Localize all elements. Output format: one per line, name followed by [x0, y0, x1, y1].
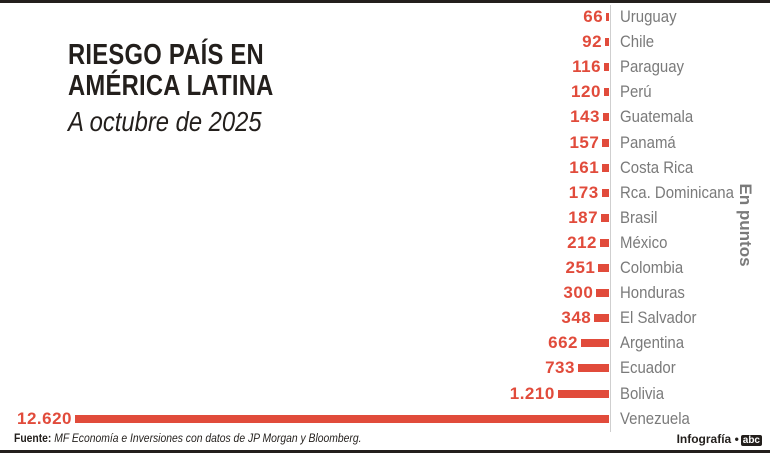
value-label: 187 — [568, 207, 599, 227]
unit-label: En puntos — [736, 183, 755, 267]
value-label: 92 — [582, 32, 603, 52]
bottom-border — [0, 450, 770, 453]
category-label: Argentina — [620, 333, 685, 353]
category-label: Guatemala — [620, 107, 694, 127]
value-label: 143 — [570, 107, 600, 127]
value-label: 12.620 — [17, 408, 72, 428]
value-label: 161 — [569, 157, 600, 177]
top-border — [0, 0, 770, 3]
value-label: 300 — [563, 283, 594, 303]
source-label: Fuente: — [14, 433, 52, 445]
value-label: 662 — [548, 333, 578, 353]
category-label: Brasil — [620, 207, 658, 227]
credit-text: Infografía • — [676, 432, 739, 446]
axis-line — [610, 5, 611, 432]
bar-m-xico — [600, 238, 609, 247]
source-note: Fuente: MF Economía e Inversiones con da… — [14, 433, 361, 445]
value-label: 733 — [545, 358, 575, 378]
category-label: Chile — [620, 32, 655, 52]
bar-colombia — [598, 264, 609, 272]
chart-title: RIESGO PAÍS EN AMÉRICA LATINA — [68, 39, 274, 102]
abc-logo: abc — [740, 435, 762, 446]
value-label: 212 — [567, 232, 598, 252]
category-label: El Salvador — [620, 308, 697, 328]
bar-costa-rica — [602, 163, 609, 172]
value-label: 116 — [572, 57, 602, 77]
value-label: 120 — [571, 82, 601, 102]
source-text: MF Economía e Inversiones con datos de J… — [54, 433, 362, 445]
credit: Infografía • abc — [677, 432, 762, 446]
bar-paraguay — [604, 63, 609, 72]
category-label: Perú — [620, 82, 652, 102]
category-label: Ecuador — [620, 358, 676, 378]
bar-argentina — [580, 339, 609, 348]
chart-subtitle: A octubre de 2025 — [68, 106, 262, 137]
category-label: Colombia — [620, 258, 684, 277]
bar-el-salvador — [594, 314, 609, 323]
value-label: 1.210 — [509, 383, 555, 403]
bar-venezuela — [75, 414, 609, 423]
category-label: Rca. Dominicana — [620, 182, 734, 202]
category-label: Paraguay — [620, 57, 685, 77]
category-label: México — [620, 232, 668, 252]
bar-guatemala — [602, 113, 609, 122]
category-label: Costa Rica — [620, 157, 694, 177]
bar-ecuador — [577, 364, 609, 373]
bar-panam- — [602, 138, 609, 147]
bar-honduras — [596, 289, 609, 298]
value-label: 173 — [568, 182, 599, 202]
category-label: Venezuela — [620, 408, 690, 428]
bar-brasil — [601, 213, 609, 222]
category-label: Bolivia — [620, 383, 665, 403]
value-label: 157 — [569, 132, 600, 152]
category-label: Uruguay — [620, 7, 677, 26]
bar-per- — [603, 88, 609, 97]
category-label: Honduras — [620, 283, 685, 303]
bar-uruguay — [606, 13, 609, 21]
category-label: Panamá — [620, 132, 676, 152]
bar-chile — [605, 38, 609, 47]
value-label: 251 — [565, 258, 596, 277]
bar-rca-dominicana — [601, 188, 609, 197]
value-label: 348 — [561, 308, 592, 328]
value-label: 66 — [583, 7, 604, 26]
bar-bolivia — [557, 389, 609, 398]
